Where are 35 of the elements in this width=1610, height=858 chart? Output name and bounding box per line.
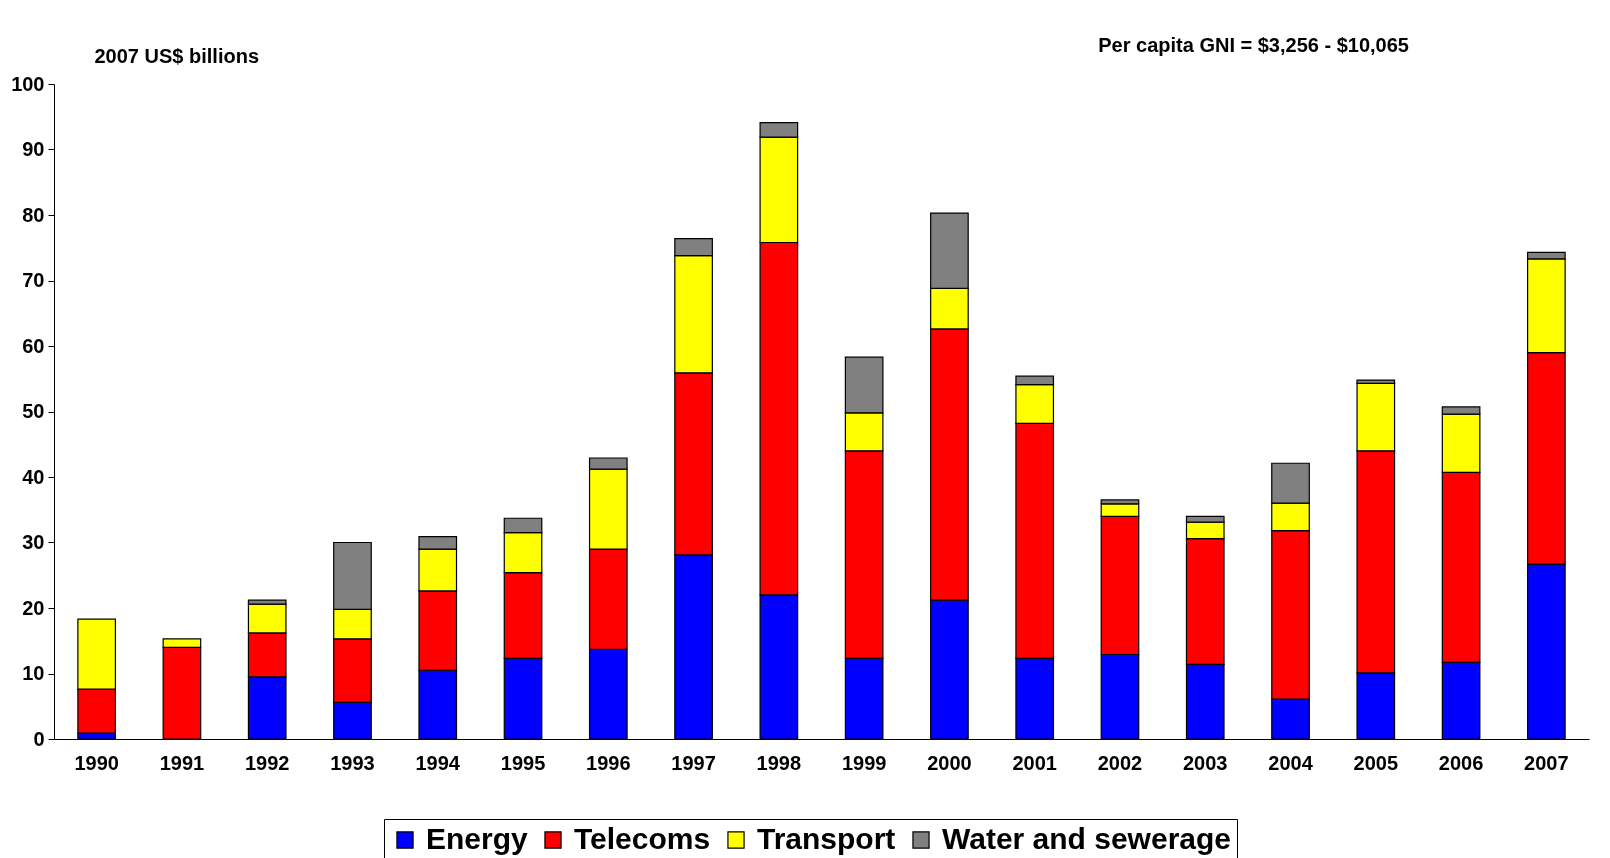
- x-tick-label: 2003: [1183, 751, 1228, 774]
- y-tick-label: 90: [22, 138, 45, 160]
- y-tick-label: 30: [22, 531, 45, 553]
- x-tick-label: 1991: [159, 751, 205, 774]
- x-tick-label: 1997: [671, 751, 716, 774]
- x-tick-label: 1990: [74, 751, 119, 774]
- x-tick-label: 2000: [927, 751, 972, 774]
- x-tick-label: 1996: [586, 751, 631, 774]
- y-tick-label: 50: [22, 400, 45, 422]
- y-tick-label: 20: [22, 596, 45, 619]
- x-tick-label: 2005: [1353, 751, 1399, 774]
- x-tick-label: 2007: [1524, 751, 1569, 774]
- y-tick-label: 10: [22, 662, 45, 684]
- legend-label: Telecoms: [574, 822, 711, 855]
- x-tick-label: 1999: [841, 751, 887, 774]
- x-tick-label: 2006: [1438, 751, 1484, 774]
- chart-title: Per capita GNI = $3,256 - $10,065: [1098, 34, 1409, 56]
- x-tick-label: 1995: [500, 751, 546, 774]
- legend-label: Energy: [426, 822, 529, 855]
- legend-label: Water and sewerage: [942, 822, 1231, 855]
- legend-label: Transport: [757, 822, 896, 855]
- x-tick-label: 1992: [244, 751, 290, 774]
- y-tick-label: 70: [22, 269, 45, 291]
- x-tick-label: 2004: [1268, 751, 1314, 774]
- x-tick-label: 2001: [1012, 751, 1057, 774]
- y-tick-label: 40: [22, 465, 45, 488]
- y-tick-label: 100: [11, 72, 45, 95]
- x-tick-label: 1994: [415, 751, 461, 774]
- y-tick-label: 80: [22, 203, 45, 226]
- y-tick-label: 60: [22, 334, 45, 357]
- y-tick-label: 0: [33, 727, 45, 750]
- y-axis-title: 2007 US$ billions: [94, 44, 260, 67]
- x-tick-label: 1998: [756, 751, 802, 774]
- x-tick-label: 1993: [330, 751, 375, 774]
- x-tick-label: 2002: [1097, 751, 1143, 774]
